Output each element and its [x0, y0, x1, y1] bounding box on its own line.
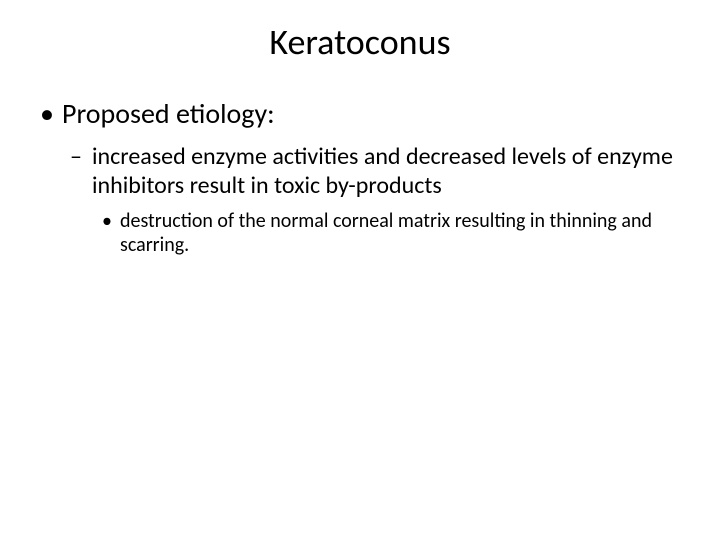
bullet-level3-text: destruction of the normal corneal matrix…	[120, 209, 652, 257]
bullet-level2: increased enzyme activities and decrease…	[70, 143, 680, 201]
bullet-level1-text: Proposed etiology:	[62, 96, 275, 131]
slide: Keratoconus Proposed etiology: increased…	[0, 0, 720, 540]
bullet-level1: Proposed etiology:	[40, 96, 680, 131]
slide-content: Proposed etiology: increased enzyme acti…	[0, 96, 720, 257]
bullet-level2-text: increased enzyme activities and decrease…	[92, 142, 673, 200]
slide-title: Keratoconus	[0, 20, 720, 64]
bullet-level3: destruction of the normal corneal matrix…	[102, 209, 680, 257]
